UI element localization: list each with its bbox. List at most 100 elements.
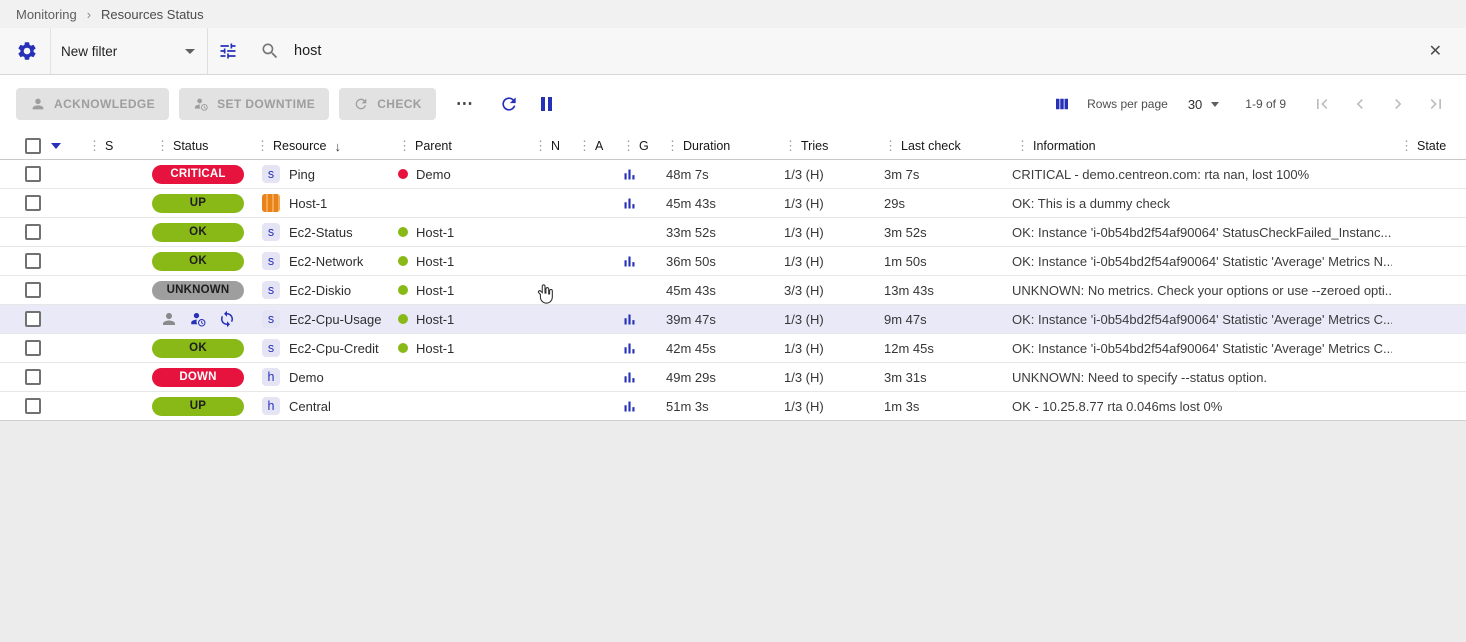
parent-name[interactable]: Host-1	[416, 253, 455, 269]
column-header-a[interactable]: ⋮ A	[570, 138, 614, 154]
drag-handle-icon: ⋮	[884, 138, 897, 153]
column-header-status[interactable]: ⋮ Status	[148, 138, 248, 154]
resource-name[interactable]: Host-1	[289, 195, 328, 211]
status-badge[interactable]: DOWN	[152, 367, 244, 387]
drag-handle-icon: ⋮	[1016, 138, 1029, 153]
table-row[interactable]: OK s Ec2-Network Host-1 36m 50s 1/3 (H) 1m 50s…	[0, 247, 1466, 276]
column-header-last-check[interactable]: ⋮ Last check	[876, 138, 1008, 154]
graph-icon[interactable]	[622, 370, 637, 385]
information-cell: OK: Instance 'i-0b54bd2f54af90064' Statu…	[1012, 224, 1392, 240]
table-row[interactable]: DOWN h Demo 49m 29s 1/3 (H) 3m 31s UNKNOWN: Ne…	[0, 363, 1466, 392]
parent-status-dot	[398, 314, 408, 324]
resource-name[interactable]: Ping	[289, 166, 316, 182]
next-page-button[interactable]	[1384, 92, 1412, 116]
sync-icon[interactable]	[218, 310, 236, 328]
advanced-filters-button[interactable]	[212, 39, 244, 63]
graph-icon[interactable]	[622, 254, 637, 269]
resource-name[interactable]: Central	[289, 398, 331, 414]
parent-name[interactable]: Host-1	[416, 282, 455, 298]
resource-name[interactable]: Ec2-Diskio	[289, 282, 352, 298]
graph-icon[interactable]	[622, 167, 637, 182]
check-button[interactable]: CHECK	[339, 88, 436, 120]
service-type-icon: s	[262, 281, 280, 299]
more-actions-button[interactable]: ⋯	[446, 92, 483, 116]
pause-auto-refresh-button[interactable]	[535, 95, 558, 113]
parent-name[interactable]: Host-1	[416, 340, 455, 356]
resource-name[interactable]: Ec2-Cpu-Usage	[289, 311, 382, 327]
row-checkbox[interactable]	[25, 253, 41, 269]
status-badge[interactable]: UP	[152, 396, 244, 416]
status-badge[interactable]: OK	[152, 222, 244, 242]
table-row[interactable]: OK s Ec2-Status Host-1 33m 52s 1/3 (H) 3m 52s O…	[0, 218, 1466, 247]
row-checkbox[interactable]	[25, 224, 41, 240]
resource-cell: s Ec2-Status	[248, 218, 390, 246]
table-row[interactable]: UNKNOWN s Ec2-Diskio Host-1 45m 43s 3/3 (H) 13…	[0, 276, 1466, 305]
status-badge[interactable]: CRITICAL	[152, 164, 244, 184]
table-row[interactable]: OK s Ec2-Cpu-Credit Host-1 42m 45s 1/3 (H) 12m…	[0, 334, 1466, 363]
previous-page-button[interactable]	[1346, 92, 1374, 116]
select-all-checkbox[interactable]	[25, 138, 41, 154]
graph-icon[interactable]	[622, 196, 637, 211]
row-checkbox[interactable]	[25, 166, 41, 182]
column-label: N	[551, 139, 561, 153]
column-header-n[interactable]: ⋮ N	[526, 138, 570, 154]
row-checkbox[interactable]	[25, 311, 41, 327]
clear-search-button[interactable]: ✕	[1419, 37, 1452, 65]
parent-name[interactable]: Demo	[416, 166, 451, 182]
acknowledge-button[interactable]: ACKNOWLEDGE	[16, 88, 170, 120]
state-cell	[1392, 276, 1466, 304]
resource-name[interactable]: Ec2-Status	[289, 224, 353, 240]
column-header-g[interactable]: ⋮ G	[614, 138, 658, 154]
column-header-parent[interactable]: ⋮ Parent	[390, 138, 526, 154]
status-badge[interactable]: UP	[152, 193, 244, 213]
rows-per-page-select[interactable]: 30	[1188, 97, 1220, 112]
graph-icon[interactable]	[622, 341, 637, 356]
settings-gear-button[interactable]	[10, 38, 44, 64]
host-type-icon: h	[262, 397, 280, 415]
status-badge[interactable]: UNKNOWN	[152, 280, 244, 300]
column-header-duration[interactable]: ⋮ Duration	[658, 138, 776, 154]
breadcrumb-resources-status[interactable]: Resources Status	[101, 6, 204, 22]
search-input[interactable]	[294, 43, 1419, 59]
first-page-button[interactable]	[1308, 92, 1336, 116]
set-downtime-button[interactable]: SET DOWNTIME	[179, 88, 330, 120]
status-badge[interactable]: OK	[152, 338, 244, 358]
parent-name[interactable]: Host-1	[416, 224, 455, 240]
column-header-state[interactable]: ⋮ State	[1392, 138, 1466, 154]
pagination-range: 1-9 of 9	[1245, 97, 1286, 111]
table-row[interactable]: UP h Central 51m 3s 1/3 (H) 1m 3s OK - 10.25.8…	[0, 392, 1466, 421]
graph-icon[interactable]	[622, 312, 637, 327]
status-badge[interactable]: OK	[152, 251, 244, 271]
parent-name[interactable]: Host-1	[416, 311, 455, 327]
row-checkbox[interactable]	[25, 282, 41, 298]
breadcrumb-monitoring[interactable]: Monitoring	[16, 6, 77, 22]
table-row[interactable]: s Ec2-Cpu-Usage Host-1 39m 47s 1/3 (H) 9m 47s…	[0, 305, 1466, 334]
row-checkbox[interactable]	[25, 369, 41, 385]
resource-name[interactable]: Ec2-Cpu-Credit	[289, 340, 379, 356]
active-checks-cell	[570, 160, 614, 188]
chevron-right-icon	[1388, 94, 1408, 114]
select-cell	[0, 247, 80, 275]
edit-columns-button[interactable]	[1047, 93, 1077, 115]
last-page-button[interactable]	[1422, 92, 1450, 116]
refresh-button[interactable]	[493, 92, 525, 116]
row-checkbox[interactable]	[25, 398, 41, 414]
filter-select[interactable]: New filter	[50, 28, 208, 74]
row-checkbox[interactable]	[25, 340, 41, 356]
row-checkbox[interactable]	[25, 195, 41, 211]
resource-name[interactable]: Demo	[289, 369, 324, 385]
person-icon	[30, 96, 46, 112]
column-header-information[interactable]: ⋮ Information	[1008, 138, 1392, 154]
table-row[interactable]: CRITICAL s Ping Demo 48m 7s 1/3 (H) 3m 7s CRITI…	[0, 160, 1466, 189]
resource-name[interactable]: Ec2-Network	[289, 253, 364, 269]
table-row[interactable]: UP Host-1 45m 43s 1/3 (H) 29s OK: This is a d…	[0, 189, 1466, 218]
column-header-tries[interactable]: ⋮ Tries	[776, 138, 876, 154]
column-header-resource[interactable]: ⋮ Resource ↓	[248, 138, 390, 154]
acknowledged-icon[interactable]	[160, 310, 178, 328]
graph-icon[interactable]	[622, 399, 637, 414]
column-header-s[interactable]: ⋮ S	[80, 138, 148, 154]
drag-handle-icon: ⋮	[784, 138, 797, 153]
selection-sort-caret-icon[interactable]	[51, 143, 61, 149]
downtime-icon[interactable]	[189, 310, 207, 328]
information-cell: UNKNOWN: Need to specify --status option…	[1012, 369, 1268, 385]
